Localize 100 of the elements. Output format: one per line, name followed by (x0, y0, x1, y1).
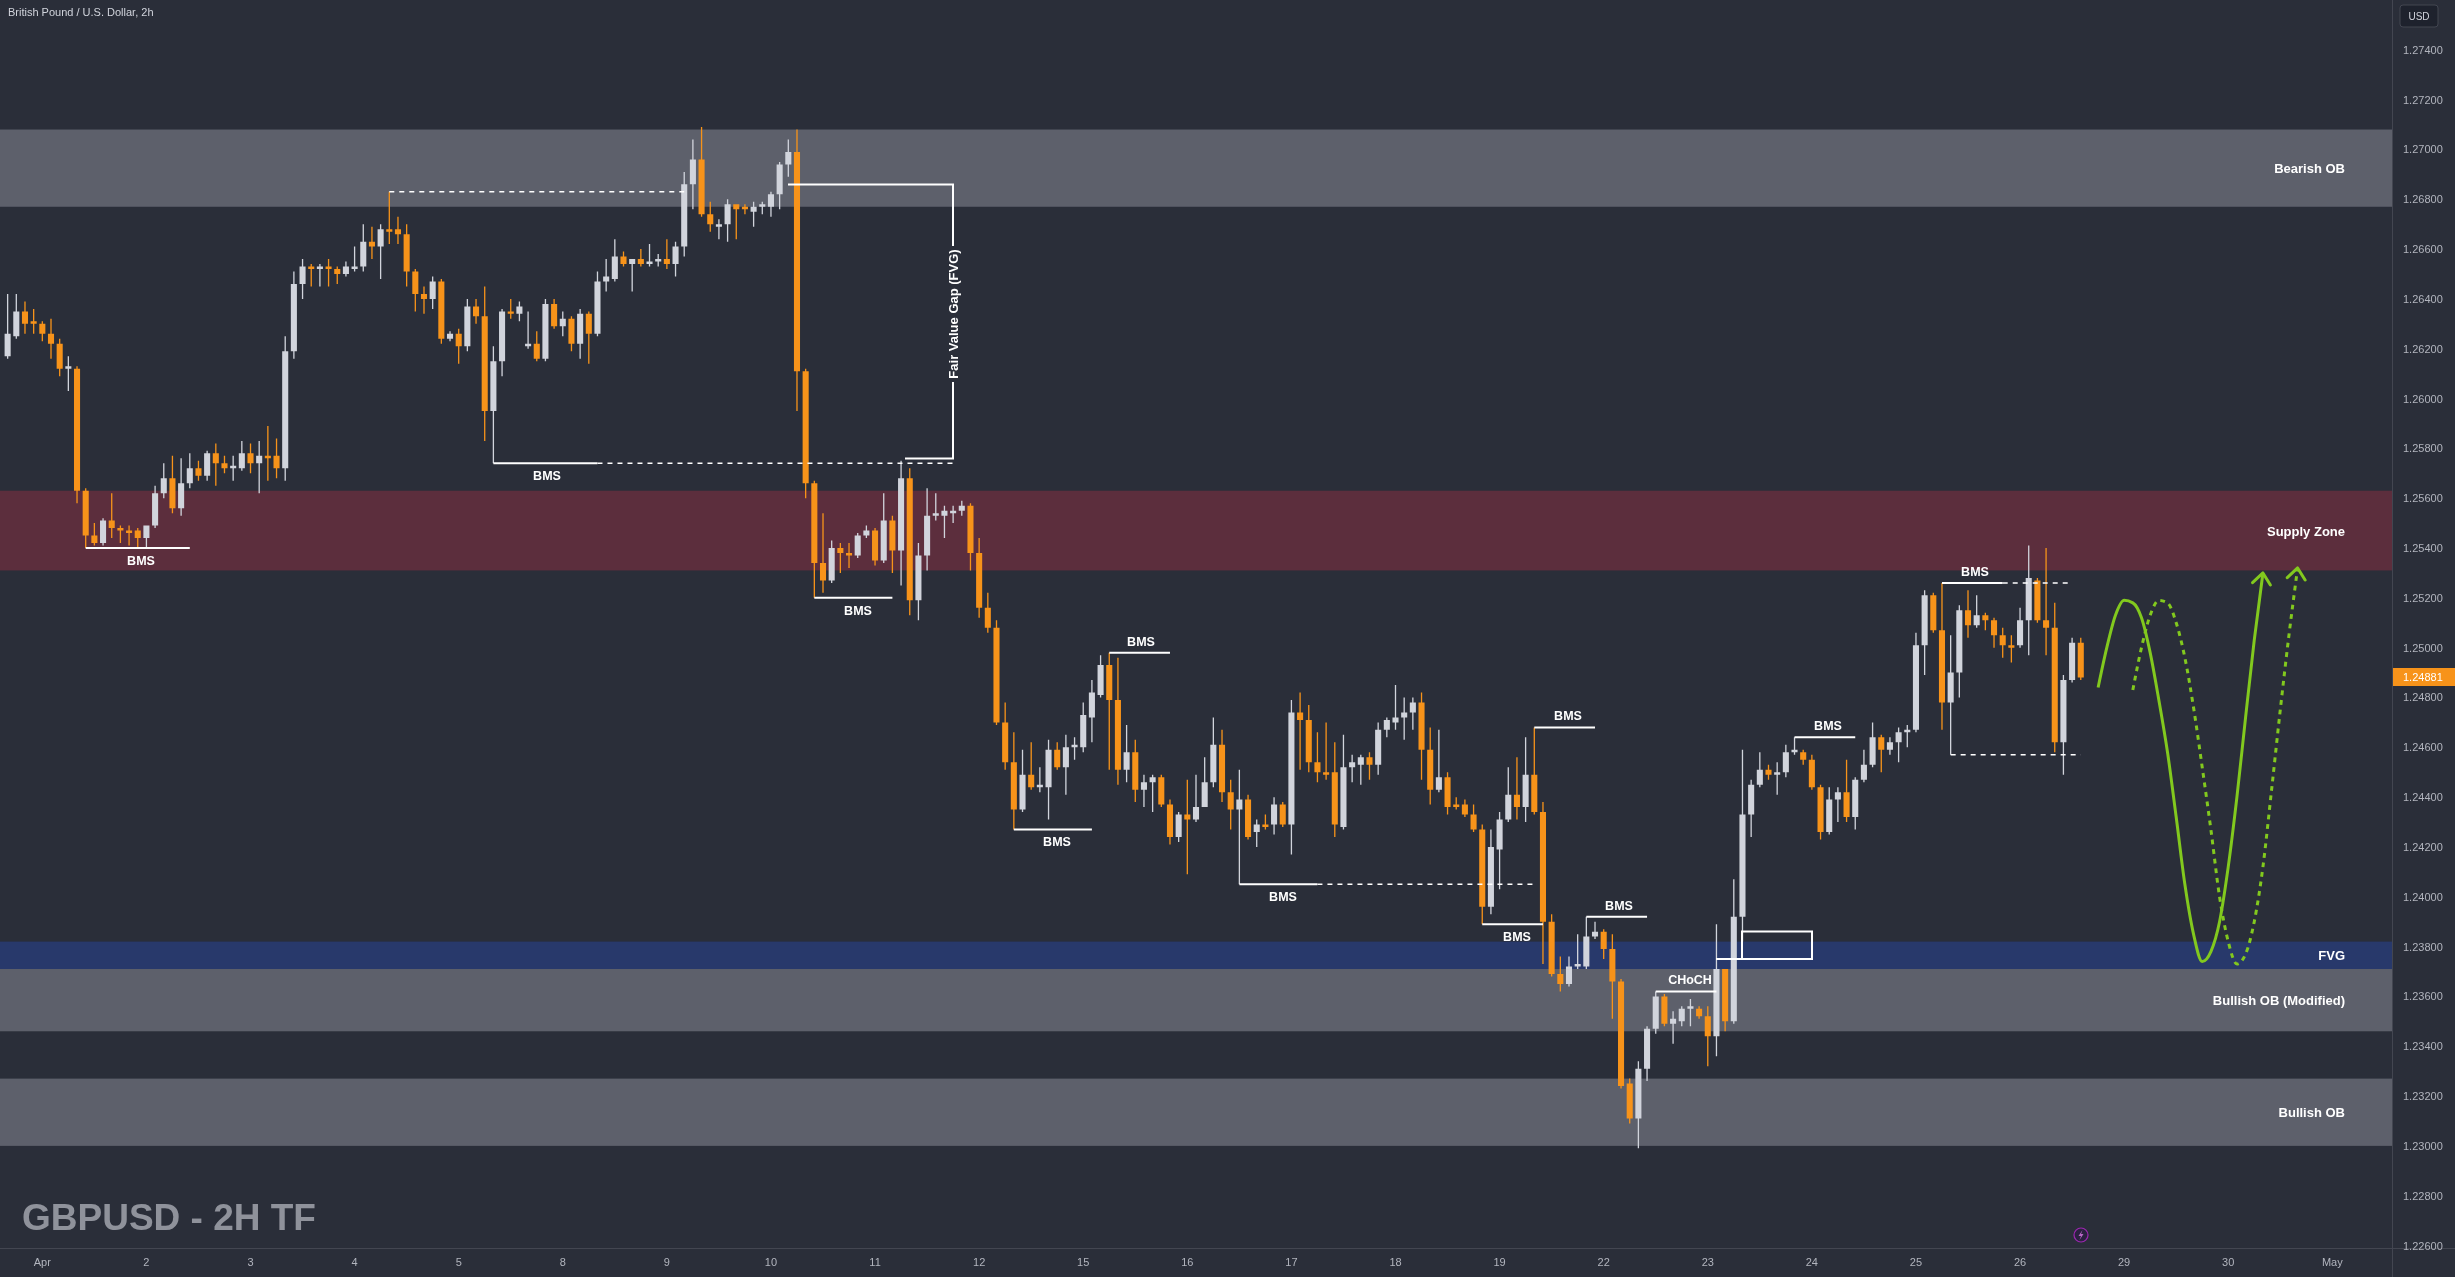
x-tick-label: 23 (1701, 1256, 1714, 1268)
annotation: BMS (1814, 719, 1842, 733)
y-tick-label: 1.25000 (2403, 641, 2443, 654)
x-tick-label: 29 (2118, 1256, 2131, 1268)
band-label: Bearish OB (2274, 160, 2345, 176)
x-tick-label: 9 (663, 1256, 670, 1268)
y-tick-label: 1.22600 (2403, 1239, 2443, 1252)
y-tick-label: 1.23000 (2403, 1139, 2443, 1152)
candlestick (394, 216, 402, 245)
annotation: CHoCH (1668, 973, 1712, 987)
y-tick-label: 1.24000 (2403, 890, 2443, 903)
candlestick (1349, 754, 1356, 783)
candlestick (247, 443, 254, 474)
candlestick (655, 254, 662, 267)
candlestick (1366, 752, 1373, 780)
candlestick (195, 460, 202, 481)
annotation: BMS (1961, 565, 1989, 579)
y-tick-label: 1.23800 (2403, 940, 2443, 953)
y-axis-title: USD (2408, 10, 2430, 22)
candlestick (2043, 548, 2050, 656)
candlestick (1114, 657, 1121, 785)
x-tick-label: 2 (143, 1256, 150, 1268)
x-tick-label: 4 (351, 1256, 358, 1268)
band-label: FVG (2318, 947, 2345, 963)
candlestick (1036, 767, 1043, 793)
candlestick (1964, 590, 1972, 638)
annotation: BMS (127, 554, 155, 568)
text: 1.24881 (2403, 671, 2443, 683)
candlestick (1192, 774, 1200, 823)
annotation: BMS (1127, 635, 1155, 649)
candlestick (1435, 729, 1442, 793)
candlestick (1323, 722, 1330, 780)
y-tick-label: 1.25400 (2403, 542, 2443, 555)
candlestick (1860, 749, 1867, 783)
candlestick (924, 488, 931, 571)
x-tick-label: 17 (1285, 1256, 1298, 1268)
x-tick-label: 16 (1181, 1256, 1194, 1268)
candlestick (1938, 582, 1946, 730)
candlestick (21, 301, 29, 334)
band-label: Bullish OB (2278, 1104, 2345, 1120)
y-tick-label: 1.26400 (2403, 292, 2443, 305)
annotation: BMS (1554, 709, 1582, 723)
candlestick (967, 503, 974, 571)
candlestick (950, 505, 957, 524)
x-tick-label: Apr (33, 1256, 52, 1268)
y-tick-label: 1.25800 (2403, 442, 2443, 455)
candlestick (126, 525, 133, 546)
candlestick (420, 286, 428, 314)
annotation: GBPUSD - 2H TF (22, 1197, 316, 1238)
annotation: BMS (533, 469, 561, 483)
candlestick (715, 219, 722, 240)
candlestick (594, 271, 601, 337)
y-tick-label: 1.22800 (2403, 1189, 2443, 1202)
x-tick-label: 12 (973, 1256, 986, 1268)
candlestick (525, 311, 532, 349)
y-tick-label: 1.24400 (2403, 791, 2443, 804)
y-tick-label: 1.24200 (2403, 840, 2443, 853)
annotation: BMS (1605, 899, 1633, 913)
x-tick-label: 24 (1805, 1256, 1818, 1268)
x-tick-label: 22 (1597, 1256, 1610, 1268)
candlestick (637, 249, 644, 267)
candlestick (47, 318, 55, 359)
candlestick (663, 239, 670, 270)
x-tick-label: 19 (1493, 1256, 1506, 1268)
annotation: Fair Value Gap (FVG) (945, 249, 961, 379)
y-tick-label: 1.26200 (2403, 342, 2443, 355)
y-tick-label: 1.24800 (2403, 691, 2443, 704)
annotation: BMS (1503, 930, 1531, 944)
x-tick-label: 26 (2013, 1256, 2027, 1268)
candlestick (1409, 697, 1416, 730)
y-tick-label: 1.26800 (2403, 193, 2443, 206)
candlestick (1748, 779, 1755, 837)
candlestick (1990, 617, 1998, 648)
x-tick-label: 11 (869, 1256, 881, 1268)
candlestick (767, 191, 774, 217)
candlestick (178, 458, 185, 516)
candlestick (1062, 734, 1069, 795)
candlestick (446, 331, 454, 342)
annotation: BMS (1043, 835, 1071, 849)
y-tick-label: 1.27000 (2403, 143, 2443, 156)
y-tick-label: 1.26000 (2403, 392, 2443, 405)
candlestick (1670, 1011, 1677, 1044)
band-label: Supply Zone (2267, 523, 2345, 539)
x-tick-label: 18 (1389, 1256, 1402, 1268)
candlestick (316, 264, 323, 287)
candlestick (819, 513, 827, 593)
candlestick (1140, 774, 1147, 808)
candlestick (1088, 680, 1095, 743)
candlestick (1513, 757, 1520, 820)
y-tick-label: 1.25600 (2403, 492, 2443, 505)
x-tick-label: 25 (1909, 1256, 1923, 1268)
candlestick (1418, 692, 1425, 780)
y-tick-label: 1.27200 (2403, 93, 2443, 106)
candlestick (689, 139, 696, 210)
candlestick (1019, 749, 1026, 813)
candlestick (993, 620, 1000, 725)
candlestick (898, 460, 905, 586)
band-label: Bullish OB (Modified) (2212, 992, 2345, 1008)
candlestick (1765, 764, 1772, 780)
x-tick-label: May (2321, 1256, 2344, 1268)
